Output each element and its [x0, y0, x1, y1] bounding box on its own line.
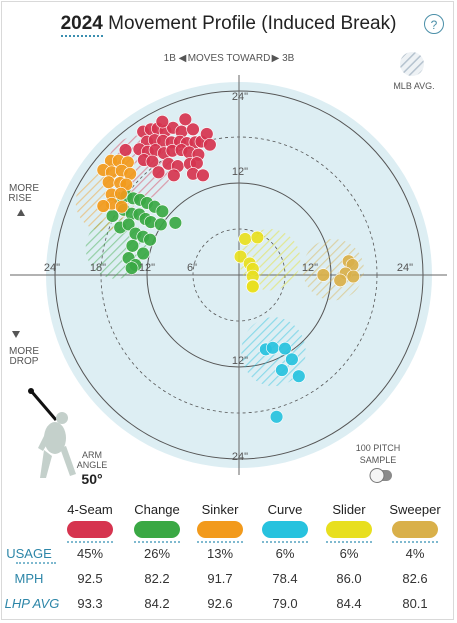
pitch-point-sinker[interactable] — [101, 175, 116, 189]
arm-angle-label-2: ANGLE — [77, 460, 108, 470]
pitch-point-4-seam[interactable] — [155, 114, 170, 129]
title-year: 2024 — [60, 13, 103, 37]
more-drop-line1: MORE — [9, 346, 39, 357]
tick-bottom-24: 24" — [232, 451, 248, 463]
axis-tick-labels: 24" 18" 12" 6" 12" 24" 24" 12" 12" 24" — [44, 91, 413, 463]
pitcher-arm-angle-icon — [28, 388, 76, 478]
mlb-avg-legend-label: MLB AVG. — [393, 81, 434, 91]
pitch-point-slider[interactable] — [246, 279, 260, 294]
page-title: 2024 Movement Profile (Induced Break) — [0, 13, 457, 37]
pitch-point-4-seam[interactable] — [196, 168, 210, 183]
pitch-point-slider[interactable] — [250, 230, 265, 245]
pitch-point-sweeper[interactable] — [333, 273, 347, 288]
title-text: Movement Profile (Induced Break) — [108, 13, 397, 34]
tick-left-12: 12" — [139, 262, 155, 274]
pitch-point-curve[interactable] — [275, 363, 289, 377]
pitch-point-sweeper[interactable] — [346, 269, 360, 284]
mlb-avg-area-sweeper — [302, 238, 364, 301]
pitch-point-sweeper[interactable] — [316, 268, 331, 282]
pitch-points — [96, 112, 360, 424]
pitch-point-4-seam[interactable] — [178, 112, 193, 127]
pitch-point-curve[interactable] — [266, 341, 280, 355]
pitch-point-4-seam[interactable] — [151, 165, 166, 179]
moves-toward-right: ▶ 3B — [272, 53, 295, 64]
pitch-point-change[interactable] — [154, 217, 168, 232]
pitch-point-change[interactable] — [143, 233, 157, 247]
pitch-point-4-seam[interactable] — [118, 143, 133, 157]
pitch-point-sinker[interactable] — [114, 200, 129, 214]
rise-arrow-icon — [17, 209, 25, 216]
mlb-avg-legend-icon — [400, 52, 424, 76]
sample-toggle-switch[interactable] — [369, 468, 392, 483]
more-drop-line2: DROP — [10, 356, 39, 367]
tick-top-12: 12" — [232, 166, 248, 178]
pitch-point-4-seam[interactable] — [203, 137, 217, 152]
tick-bottom-12: 12" — [232, 355, 248, 367]
moves-toward-label: MOVES TOWARD — [188, 53, 271, 64]
help-button[interactable]: ? — [424, 14, 444, 34]
tick-left-18: 18" — [90, 262, 106, 274]
pitch-point-curve[interactable] — [285, 352, 299, 367]
tick-right-12: 12" — [302, 262, 318, 274]
pitch-point-sinker[interactable] — [114, 187, 128, 201]
tick-right-24: 24" — [397, 262, 413, 274]
tick-left-24: 24" — [44, 262, 60, 274]
pitch-point-curve[interactable] — [292, 369, 306, 383]
pitch-point-curve[interactable] — [269, 410, 284, 424]
pitch-point-4-seam[interactable] — [186, 122, 200, 137]
pitch-point-sinker[interactable] — [96, 199, 111, 213]
pitch-point-change[interactable] — [124, 261, 139, 275]
more-rise-line1: MORE — [9, 183, 39, 194]
pitch-point-curve[interactable] — [278, 341, 292, 356]
pitch-point-change[interactable] — [136, 246, 150, 261]
arm-angle-label-1: ARM — [82, 450, 102, 460]
moves-toward-left: 1B ◀ — [164, 53, 187, 64]
pitch-point-change[interactable] — [121, 217, 136, 232]
tick-top-24: 24" — [232, 91, 248, 103]
more-rise-line2: RISE — [8, 193, 32, 204]
pitch-point-change[interactable] — [168, 216, 183, 230]
arm-angle-value: 50° — [81, 471, 102, 487]
pitch-point-4-seam[interactable] — [167, 168, 181, 183]
pitch-point-4-seam[interactable] — [145, 154, 160, 169]
sample-toggle-label-1: 100 PITCH — [356, 443, 401, 453]
pitch-point-change[interactable] — [125, 239, 140, 253]
tick-left-6: 6" — [187, 262, 197, 274]
drop-arrow-icon — [12, 331, 20, 338]
sample-toggle-label-2: SAMPLE — [360, 455, 397, 465]
pitch-point-slider[interactable] — [238, 232, 252, 246]
pitch-point-slider[interactable] — [233, 249, 248, 264]
pitch-point-change[interactable] — [155, 204, 170, 219]
